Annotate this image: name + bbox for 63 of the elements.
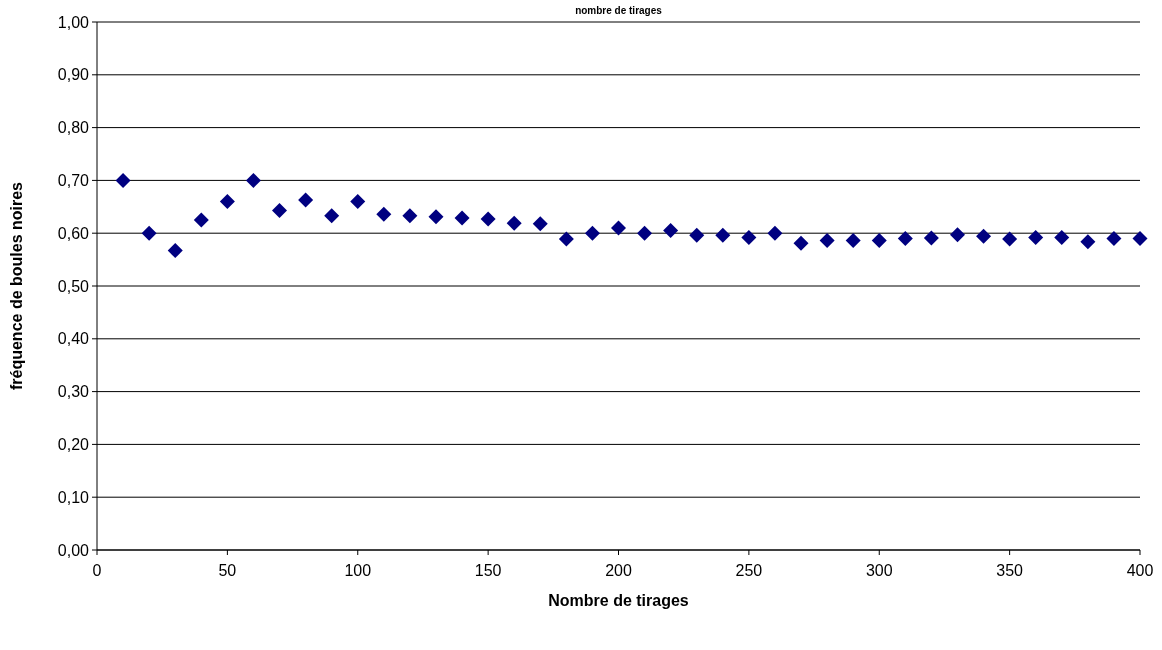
y-tick-label: 1,00 — [57, 13, 90, 31]
point — [245, 172, 261, 188]
y-tick-label: 0,60 — [57, 224, 90, 242]
point — [715, 227, 731, 243]
point — [428, 209, 444, 225]
point — [167, 243, 183, 259]
point — [1106, 230, 1122, 246]
point — [663, 223, 679, 239]
point — [976, 228, 992, 244]
x-tick-label: 0 — [92, 562, 102, 579]
y-tick-label: 0,80 — [57, 119, 90, 137]
point — [689, 227, 705, 243]
point — [141, 225, 157, 241]
point — [793, 235, 809, 251]
y-tick-label: 0,10 — [57, 488, 90, 506]
y-tick-label: 0,90 — [57, 66, 90, 84]
point — [1028, 229, 1044, 245]
point — [611, 220, 626, 236]
point — [584, 225, 600, 241]
point — [115, 172, 131, 188]
point — [637, 225, 653, 241]
y-axis-title: fréquence de boules noires — [8, 181, 25, 391]
point — [1054, 229, 1070, 245]
point — [897, 230, 913, 246]
y-tick-label: 0,50 — [57, 277, 90, 295]
y-tick-label: 0,70 — [57, 172, 90, 189]
y-tick-label: 0,20 — [57, 436, 90, 453]
x-tick-label: 250 — [735, 562, 763, 579]
chart-title: nombre de tirages — [575, 5, 663, 16]
x-tick-label: 400 — [1126, 562, 1154, 579]
point — [506, 215, 522, 231]
point — [454, 210, 470, 226]
y-tick-label: 0,00 — [57, 541, 90, 559]
point — [845, 233, 861, 249]
point — [402, 208, 418, 224]
point — [272, 203, 288, 218]
x-tick-label: 100 — [344, 562, 372, 579]
point — [767, 225, 783, 241]
point — [1002, 231, 1018, 247]
y-tick-label: 0,40 — [57, 330, 90, 348]
point — [923, 230, 939, 246]
point — [532, 216, 548, 232]
point — [558, 231, 574, 247]
point — [871, 233, 887, 249]
y-tick-label: 0,30 — [57, 383, 90, 401]
point — [1132, 230, 1148, 246]
x-tick-label: 200 — [605, 562, 632, 579]
point — [193, 212, 209, 228]
point — [949, 227, 965, 243]
point — [480, 211, 496, 227]
point — [741, 229, 757, 245]
point — [376, 206, 392, 222]
point — [219, 194, 235, 210]
point — [298, 192, 314, 208]
point — [1080, 234, 1096, 250]
x-tick-label: 150 — [474, 562, 502, 579]
point — [350, 194, 366, 210]
x-tick-label: 350 — [996, 562, 1024, 579]
x-tick-label: 50 — [218, 562, 237, 579]
point — [324, 208, 340, 224]
point — [819, 233, 835, 249]
x-axis-title: Nombre de tirages — [548, 592, 689, 609]
x-tick-label: 300 — [865, 562, 893, 579]
